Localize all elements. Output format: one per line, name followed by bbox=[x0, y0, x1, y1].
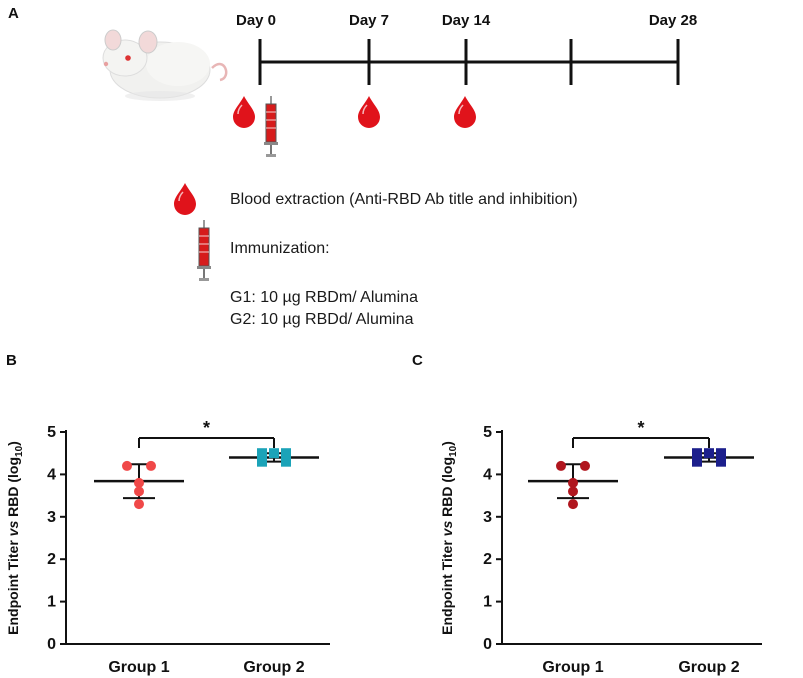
x-category-label: Group 2 bbox=[678, 659, 739, 676]
x-category-label: Group 1 bbox=[108, 659, 169, 676]
data-point bbox=[134, 477, 144, 488]
significance-label: * bbox=[637, 418, 644, 438]
data-point bbox=[692, 456, 702, 467]
blood-drop-icon bbox=[357, 95, 381, 129]
data-point bbox=[568, 486, 578, 497]
day-label-28: Day 28 bbox=[649, 12, 697, 29]
y-axis-label: Endpoint Titer vs RBD (log10) bbox=[439, 441, 459, 635]
day-label-7: Day 7 bbox=[349, 12, 389, 29]
legend-group-1: G1: 10 µg RBDm/ Alumina bbox=[230, 289, 418, 306]
x-category-label: Group 1 bbox=[542, 659, 603, 676]
legend-group-2: G2: 10 µg RBDd/ Alumina bbox=[230, 311, 414, 328]
y-tick-label: 2 bbox=[483, 551, 492, 568]
data-point bbox=[257, 448, 267, 459]
y-tick-label: 5 bbox=[483, 424, 492, 441]
data-point bbox=[716, 456, 726, 467]
data-point bbox=[580, 460, 590, 471]
legend-blood-text: Blood extraction (Anti-RBD Ab title and … bbox=[230, 191, 578, 208]
day-label-14: Day 14 bbox=[442, 12, 491, 29]
legend: Blood extraction (Anti-RBD Ab title and … bbox=[173, 182, 578, 328]
blood-drop-icon bbox=[232, 95, 256, 129]
x-category-label: Group 2 bbox=[243, 659, 304, 676]
data-point bbox=[568, 477, 578, 488]
data-point bbox=[704, 448, 714, 459]
y-tick-label: 4 bbox=[483, 466, 492, 483]
y-tick-label: 4 bbox=[47, 466, 56, 483]
y-tick-label: 0 bbox=[483, 636, 492, 653]
data-point bbox=[146, 460, 156, 471]
data-point bbox=[134, 499, 144, 510]
data-point bbox=[269, 448, 279, 459]
day-label-0: Day 0 bbox=[236, 12, 276, 29]
y-tick-label: 3 bbox=[483, 509, 492, 526]
significance-label: * bbox=[203, 418, 210, 438]
data-point bbox=[257, 456, 267, 467]
data-point bbox=[134, 486, 144, 497]
data-point bbox=[556, 460, 566, 471]
panel-b-letter: B bbox=[6, 352, 17, 369]
data-point bbox=[568, 499, 578, 510]
data-point bbox=[281, 456, 291, 467]
legend-immunization-title: Immunization: bbox=[230, 240, 330, 257]
timeline: Day 0 Day 7 Day 14 Day 28 bbox=[236, 12, 697, 85]
y-tick-label: 1 bbox=[47, 594, 56, 611]
mouse-illustration bbox=[102, 29, 228, 101]
syringe-icon bbox=[263, 95, 279, 158]
y-tick-label: 5 bbox=[47, 424, 56, 441]
y-axis-label: Endpoint Titer vs RBD (log10) bbox=[5, 441, 25, 635]
chart-panel-c: C 0 1 2 3 4 5 Endpoint Titer vs RBD (log10) Gro… bbox=[412, 352, 762, 676]
data-point bbox=[692, 448, 702, 459]
y-tick-label: 0 bbox=[47, 636, 56, 653]
data-point bbox=[281, 448, 291, 459]
panel-c-letter: C bbox=[412, 352, 423, 369]
y-tick-label: 2 bbox=[47, 551, 56, 568]
y-tick-label: 3 bbox=[47, 509, 56, 526]
legend-syringe-icon bbox=[196, 219, 212, 282]
y-tick-label: 1 bbox=[483, 594, 492, 611]
chart-panel-b: B 0 1 2 3 4 5 Endpoint Titer vs RBD (log10) Gro… bbox=[5, 352, 330, 676]
legend-blood-drop-icon bbox=[173, 182, 197, 216]
blood-drop-icon bbox=[453, 95, 477, 129]
panel-a-letter: A bbox=[8, 5, 19, 22]
data-point bbox=[122, 460, 132, 471]
data-point bbox=[716, 448, 726, 459]
